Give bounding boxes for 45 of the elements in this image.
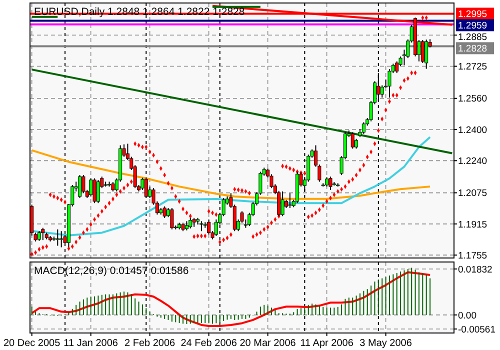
candlestick [111, 182, 115, 192]
x-tick-label: 20 Dec 2005 [3, 338, 61, 349]
candlestick [288, 192, 292, 208]
ref-line-label: 1.2959 [458, 20, 488, 32]
candlestick [325, 176, 329, 188]
candlestick [41, 227, 45, 241]
x-tick-label: 3 May 2006 [360, 338, 412, 349]
y-tick-label: 1.2560 [458, 94, 488, 105]
y-tick-label: -0.00561 [458, 324, 496, 336]
candlestick [96, 179, 100, 204]
y-tick-label: 1.1755 [458, 250, 488, 262]
candlestick [200, 220, 204, 232]
candlestick [60, 230, 64, 248]
candlestick [78, 174, 82, 199]
candlestick [37, 230, 41, 242]
y-tick-label: 1.2075 [458, 188, 488, 200]
y-tick-label: 1.2240 [458, 156, 488, 167]
candlestick [328, 176, 332, 190]
candlestick [82, 174, 86, 194]
candlestick [395, 60, 399, 74]
candlestick [350, 132, 354, 150]
x-tick-label: 24 Feb 2006 [180, 338, 238, 349]
y-tick-label: 1.1915 [458, 219, 488, 230]
y-tick-label: 1.2725 [458, 62, 488, 73]
candlestick [420, 39, 424, 64]
y-tick-label: 1.2400 [458, 124, 488, 136]
x-tick-label: 20 Mar 2006 [240, 338, 296, 349]
candlestick [280, 190, 284, 217]
ref-line-label: 1.2995 [458, 9, 488, 20]
y-tick-label: 0.01832 [458, 264, 492, 276]
candlestick [162, 206, 166, 218]
candlestick [362, 122, 366, 134]
x-tick-label: 11 Apr 2006 [300, 338, 354, 349]
y-tick-label: 1.2885 [458, 32, 488, 44]
candlestick [92, 178, 96, 204]
candlestick [424, 39, 428, 70]
candlestick [184, 220, 188, 231]
candlestick [56, 228, 60, 246]
x-tick-label: 11 Jan 2006 [64, 338, 118, 349]
x-tick-label: 2 Feb 2006 [124, 338, 176, 349]
line-series [30, 136, 432, 236]
ref-line-label: 1.2828 [458, 44, 488, 55]
y-tick-label: 0.00 [458, 310, 476, 322]
chart-title: MACD(12,26,9) 0.01457 0.01586 [34, 265, 189, 277]
candlestick [170, 207, 174, 230]
